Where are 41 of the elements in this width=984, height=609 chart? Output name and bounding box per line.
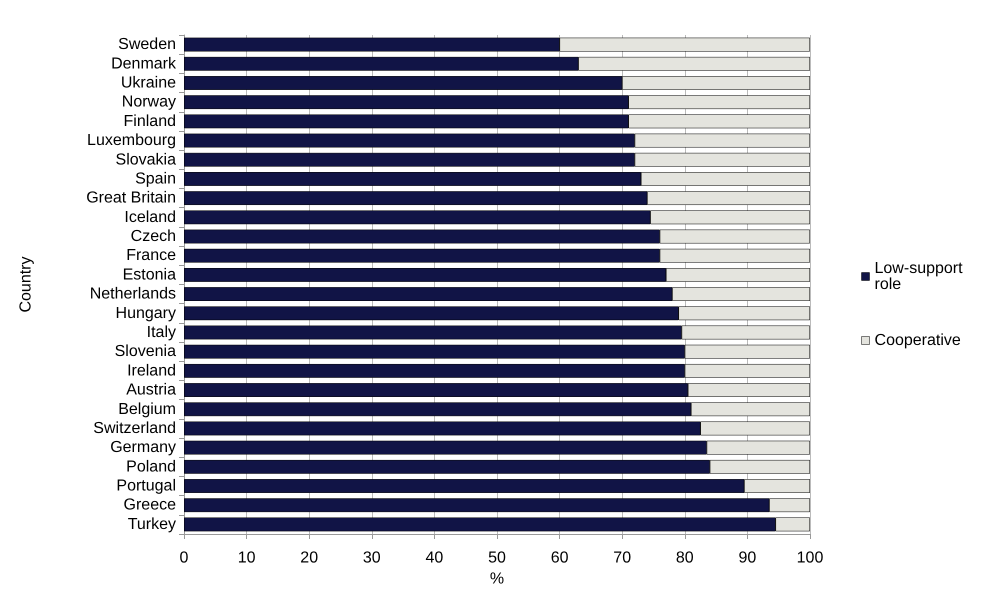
y-tick-label: Austria (126, 382, 176, 399)
y-axis-title: Country (18, 256, 34, 313)
y-tick-label: Hungary (116, 304, 176, 322)
x-tick-label: 90 (738, 550, 756, 566)
x-tick-label: 20 (300, 550, 318, 566)
y-tick-label: Belgium (118, 400, 176, 418)
y-tick-label: Spain (135, 170, 176, 188)
x-tick-label: 100 (796, 550, 824, 566)
y-tick-label: Ukraine (120, 74, 176, 92)
legend-label: Low-support role (874, 260, 968, 293)
y-tick-label: Czech (130, 228, 176, 246)
y-tick-label: Finland (124, 112, 176, 130)
y-tick-label: Iceland (124, 208, 176, 226)
y-tick-label: Germany (110, 439, 176, 456)
y-tick-label: Great Britain (86, 190, 176, 207)
y-tick-label: Norway (122, 94, 176, 111)
y-tick-label: Denmark (111, 55, 177, 72)
y-tick-label: Turkey (128, 516, 176, 533)
y-tick-label: Portugal (116, 478, 176, 495)
y-tick-label: Slovenia (114, 343, 176, 360)
y-tick-label: Netherlands (90, 286, 176, 303)
y-tick-label: Greece (124, 496, 176, 514)
x-tick-label: 40 (426, 550, 444, 566)
x-tick-label: 60 (550, 550, 569, 566)
y-tick-label: Slovakia (116, 151, 176, 168)
y-tick-label: France (126, 247, 176, 264)
y-tick-label: Luxembourg (87, 132, 176, 150)
x-tick-label: 30 (362, 550, 381, 566)
x-tick-label: 50 (488, 550, 506, 566)
y-tick-label: Sweden (118, 36, 176, 54)
x-axis-title: % (490, 570, 504, 588)
x-tick-label: 80 (676, 550, 694, 566)
y-tick-label: Poland (126, 458, 176, 476)
x-tick-label: 70 (613, 550, 632, 566)
y-tick-label: Ireland (127, 362, 176, 380)
y-tick-label: Italy (146, 324, 176, 341)
y-tick-label: Switzerland (93, 420, 176, 437)
x-tick-label: 10 (238, 550, 256, 566)
x-tick-label: 0 (180, 550, 189, 566)
legend-label: Cooperative (874, 332, 961, 349)
y-tick-label: Estonia (122, 266, 176, 284)
